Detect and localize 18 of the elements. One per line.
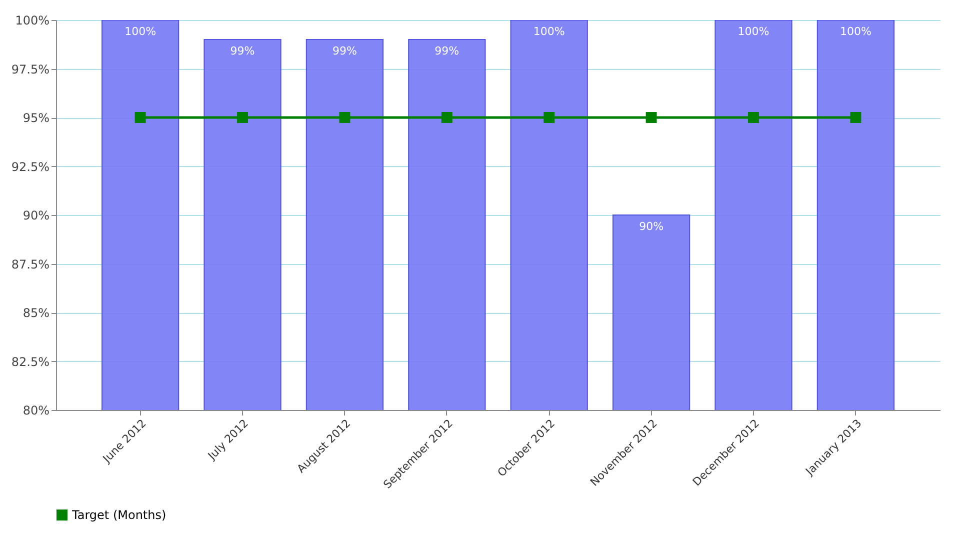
data-label: 100%	[124, 25, 156, 38]
y-tick-label: 90%	[22, 208, 50, 222]
y-tick-label: 80%	[22, 404, 50, 418]
data-label: 100%	[533, 25, 565, 38]
y-tick-label: 95%	[22, 111, 50, 125]
y-tick-label: 92.5%	[11, 160, 50, 174]
data-label: 100%	[840, 25, 872, 38]
data-label: 99%	[332, 44, 357, 58]
data-label: 100%	[738, 25, 770, 38]
legend-label: Target (Months)	[71, 508, 166, 522]
y-tick-label: 85%	[22, 306, 50, 320]
y-tick-label: 87.5%	[11, 257, 50, 272]
y-tick-label: 100%	[15, 14, 50, 28]
y-tick-label: 97.5%	[11, 62, 50, 76]
data-label: 99%	[434, 44, 460, 58]
data-label: 90%	[639, 220, 664, 233]
data-label: 99%	[230, 44, 255, 58]
y-tick-label: 82.5%	[11, 354, 50, 369]
